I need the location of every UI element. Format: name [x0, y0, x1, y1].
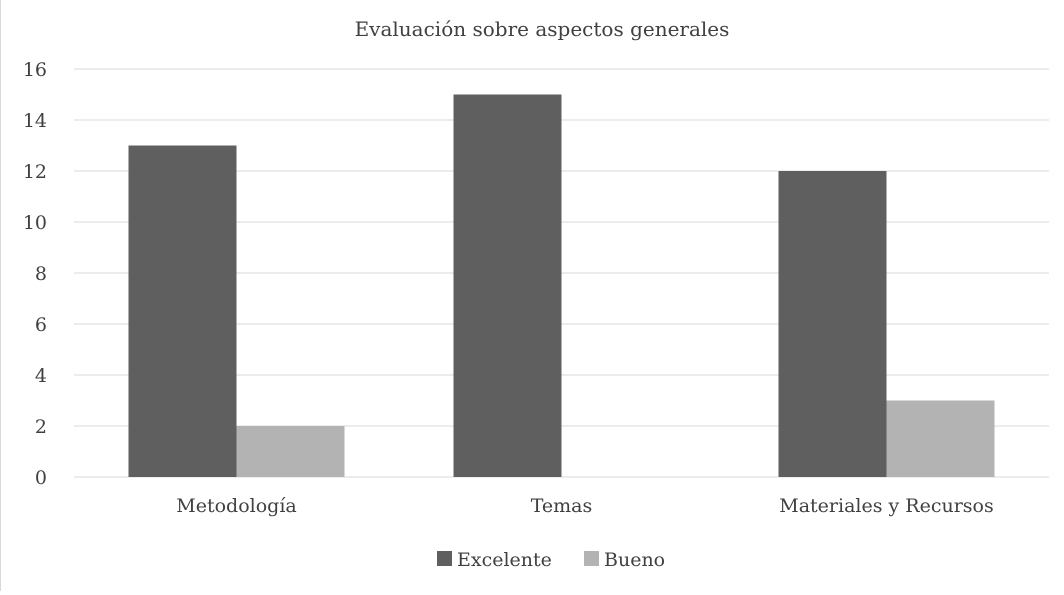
chart-title: Evaluación sobre aspectos generales [355, 17, 730, 41]
y-tick-label: 14 [23, 110, 47, 132]
y-tick-label: 2 [35, 416, 47, 438]
y-tick-label: 6 [35, 314, 47, 336]
y-tick-label: 16 [23, 59, 47, 81]
legend: Excelente Bueno [437, 549, 665, 571]
bar-bueno-2 [886, 400, 995, 477]
bar-excelente-2 [778, 171, 887, 477]
legend-label-excelente: Excelente [457, 549, 552, 571]
x-tick-label: Materiales y Recursos [779, 495, 993, 517]
bar-excelente-1 [453, 94, 562, 477]
y-tick-label: 10 [23, 212, 47, 234]
x-tick-label: Temas [531, 495, 593, 517]
y-axis-tick-labels: 0 2 4 6 8 10 12 14 16 [23, 59, 47, 489]
y-tick-label: 8 [35, 263, 47, 285]
bars [128, 94, 995, 477]
bar-excelente-0 [128, 145, 237, 477]
legend-swatch-bueno [584, 551, 599, 566]
bar-bueno-0 [236, 426, 345, 477]
y-tick-label: 4 [35, 365, 47, 387]
y-tick-label: 0 [35, 467, 47, 489]
x-axis-tick-labels: Metodología Temas Materiales y Recursos [176, 495, 993, 517]
y-tick-label: 12 [23, 161, 47, 183]
x-tick-label: Metodología [176, 495, 296, 517]
legend-label-bueno: Bueno [604, 549, 665, 571]
legend-swatch-excelente [437, 551, 452, 566]
